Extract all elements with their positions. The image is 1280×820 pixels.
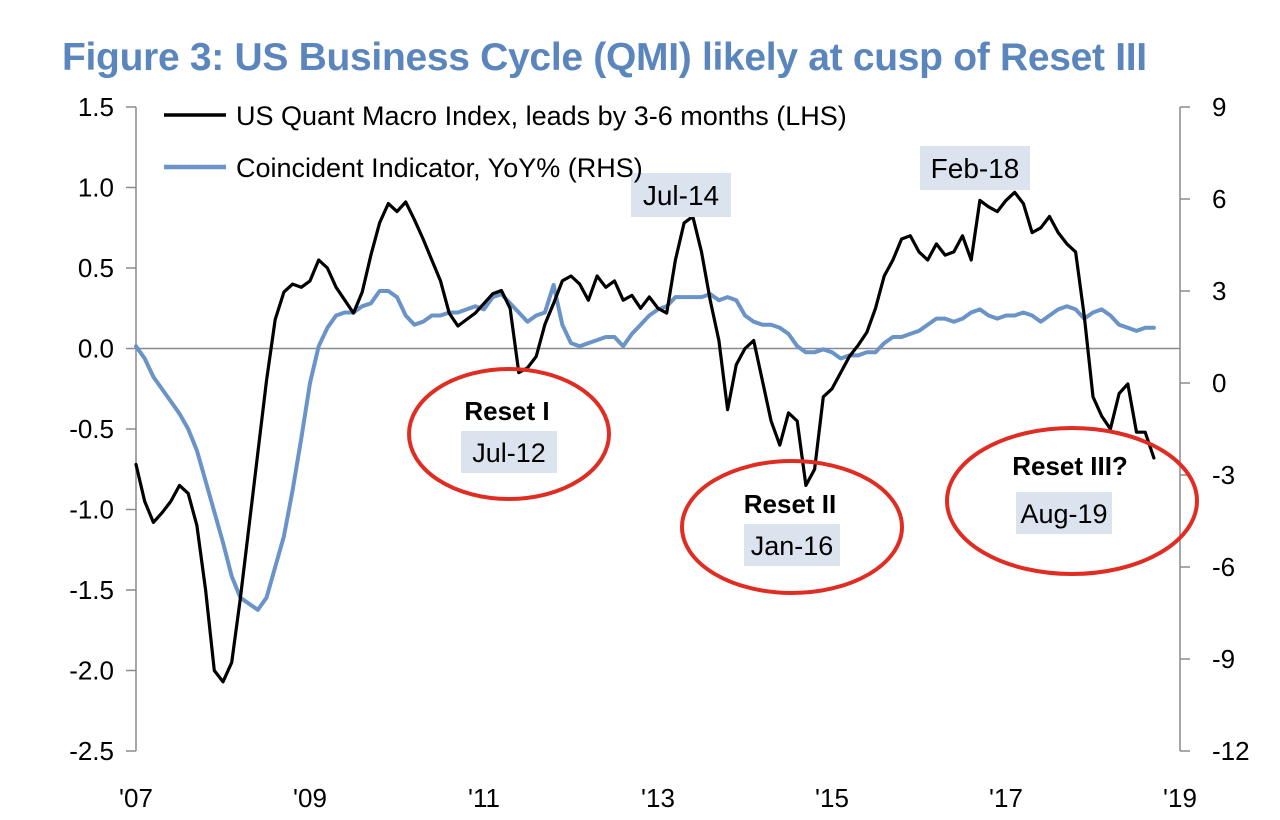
chart-title: Figure 3: US Business Cycle (QMI) likely… (62, 36, 1147, 79)
annotation-reset-iii-date-box (1016, 492, 1112, 534)
annotation-feb-18-box (920, 146, 1030, 190)
annotation-layer: Jul-14 Feb-18 Reset I Jul-12 Reset II Jan-16 R… (407, 146, 1199, 595)
annotation-reset-i-title: Reset I (464, 396, 549, 426)
right-axis-tick-label: -9 (1212, 644, 1235, 674)
right-axis-tick-label: 3 (1212, 276, 1226, 306)
annotation-reset-iii-circle (945, 426, 1199, 576)
left-axis-tick-label: 0.0 (78, 334, 114, 364)
annotation-reset-i-date: Jul-12 (472, 438, 546, 468)
left-axis-tick-label: -1.5 (69, 575, 114, 605)
annotation-reset-ii-date-box (744, 524, 840, 566)
left-axis-tick-label: -0.5 (69, 414, 114, 444)
x-axis-tick-label: '09 (293, 783, 327, 813)
annotation-jul-14-text: Jul-14 (643, 180, 719, 211)
x-axis-tick-label: '07 (119, 783, 153, 813)
annotation-reset-i-date-box (461, 431, 557, 473)
annotation-jul-14-box (631, 173, 731, 217)
left-axis-tick-label: 1.0 (78, 173, 114, 203)
legend: US Quant Macro Index, leads by 3-6 month… (164, 101, 847, 183)
series-line-qmi (134, 190, 1156, 684)
right-axis-tick-label: -3 (1212, 460, 1235, 490)
left-axis-tick-label: -1.0 (69, 495, 114, 525)
right-axis-tick-label: -12 (1212, 736, 1250, 766)
annotation-reset-i-circle (407, 367, 611, 501)
right-axis-tick-label: -6 (1212, 552, 1235, 582)
left-axis-tick-label: -2.5 (69, 736, 114, 766)
left-axis-tick-label: -2.0 (69, 656, 114, 686)
right-axis-tick-label: 0 (1212, 368, 1226, 398)
x-axis-tick-label: '15 (815, 783, 849, 813)
right-axis-tick-label: 6 (1212, 184, 1226, 214)
annotation-reset-ii-date: Jan-16 (751, 531, 834, 561)
left-axis-tick-label: 1.5 (78, 92, 114, 122)
annotation-reset-iii-title: Reset III? (1012, 451, 1128, 481)
annotation-reset-iii-date: Aug-19 (1020, 499, 1107, 529)
x-axis-tick-label: '17 (989, 783, 1023, 813)
right-axis-tick-label: 9 (1212, 92, 1226, 122)
series-line-coincident (134, 282, 1156, 612)
annotation-reset-ii-title: Reset II (744, 489, 837, 519)
series-layer (134, 190, 1156, 684)
legend-label-coincident: Coincident Indicator, YoY% (RHS) (236, 153, 643, 183)
annotation-feb-18-text: Feb-18 (931, 153, 1020, 184)
axes-layer: 1.5 1.0 0.5 0.0 -0.5 -1.0 -1.5 -2.0 -2.5 9 6 3 0 -3 -6… (69, 92, 1249, 813)
x-axis-tick-label: '19 (1163, 783, 1197, 813)
left-axis-tick-label: 0.5 (78, 253, 114, 283)
annotation-reset-ii-circle (680, 459, 904, 595)
legend-label-qmi: US Quant Macro Index, leads by 3-6 month… (236, 101, 847, 131)
x-axis-tick-label: '13 (641, 783, 675, 813)
x-axis-tick-label: '11 (468, 783, 500, 813)
